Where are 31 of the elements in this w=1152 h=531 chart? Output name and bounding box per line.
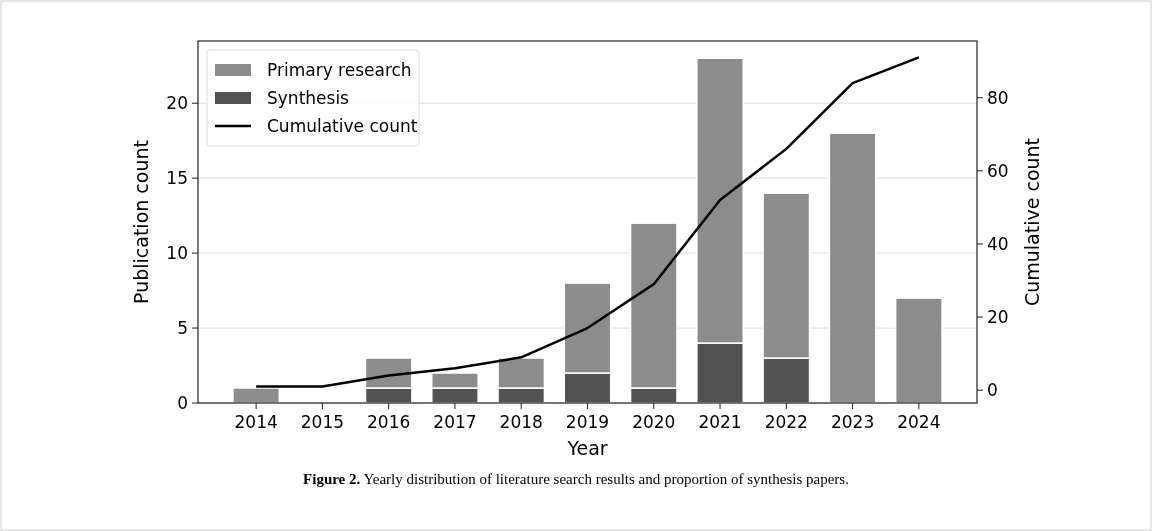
legend-label: Primary research bbox=[267, 59, 412, 80]
x-tick-label: 2018 bbox=[499, 412, 543, 432]
y2-tick-label: 20 bbox=[987, 307, 1009, 328]
y2-tick-label: 80 bbox=[987, 87, 1009, 108]
y2-tick-label: 40 bbox=[987, 233, 1009, 254]
y-axis-title: Publication count bbox=[130, 140, 152, 304]
x-tick-label: 2020 bbox=[632, 412, 676, 432]
x-tick-label: 2016 bbox=[367, 412, 411, 432]
bar bbox=[894, 297, 943, 404]
y2-tick-label: 60 bbox=[987, 160, 1009, 181]
y-tick-label: 10 bbox=[166, 243, 188, 264]
legend-label: Synthesis bbox=[267, 87, 350, 108]
x-tick-label: 2023 bbox=[830, 412, 875, 432]
x-tick-label: 2021 bbox=[698, 412, 742, 432]
bar bbox=[828, 132, 877, 404]
legend-label: Cumulative count bbox=[267, 115, 418, 136]
caption: Figure 2. Yearly distribution of literature search results and proportion of synthesis papers. bbox=[303, 471, 849, 487]
y-tick-label: 20 bbox=[166, 93, 188, 114]
y2-tick-label: 0 bbox=[987, 380, 998, 401]
x-tick-label: 2022 bbox=[764, 412, 808, 432]
x-tick-label: 2024 bbox=[897, 412, 941, 432]
y2-axis-title: Cumulative count bbox=[1021, 137, 1043, 307]
line-series bbox=[254, 56, 921, 388]
x-axis-title: Year bbox=[566, 437, 608, 459]
y-tick-label: 0 bbox=[177, 392, 188, 413]
x-tick-label: 2015 bbox=[300, 412, 345, 432]
x-tick-label: 2017 bbox=[433, 412, 477, 432]
x-tick-label: 2014 bbox=[234, 412, 278, 432]
x-tick-label: 2019 bbox=[565, 412, 610, 432]
y-tick-label: 15 bbox=[166, 168, 188, 189]
y-tick-label: 5 bbox=[177, 318, 188, 338]
